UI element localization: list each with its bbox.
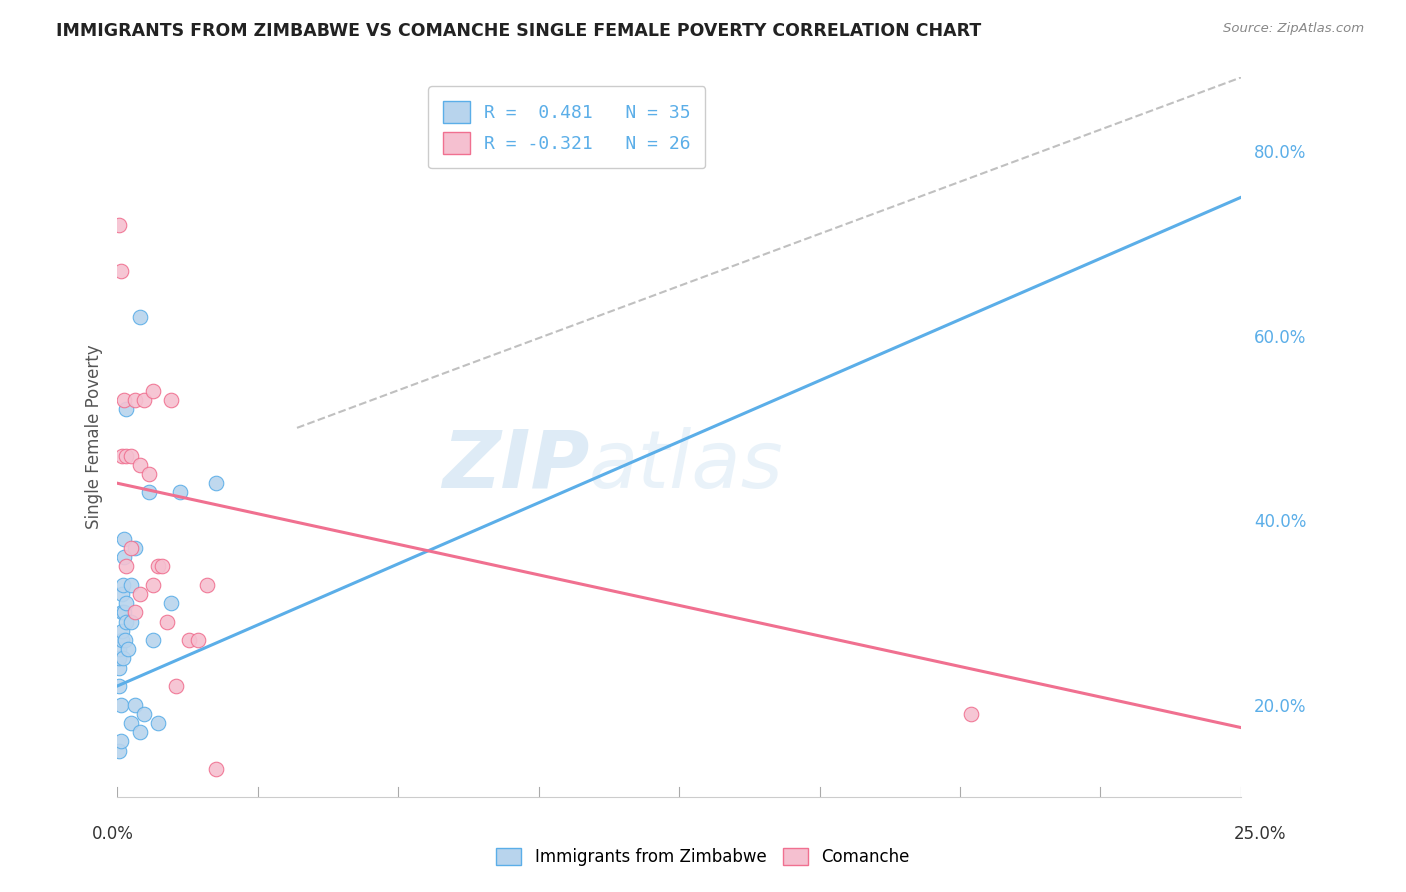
Point <box>115 559 138 574</box>
Point <box>108 651 131 665</box>
Point <box>138 485 160 500</box>
Point <box>146 715 169 730</box>
Point <box>124 698 146 712</box>
Point <box>112 549 135 564</box>
Legend: R =  0.481   N = 35, R = -0.321   N = 26: R = 0.481 N = 35, R = -0.321 N = 26 <box>429 87 706 169</box>
Text: atlas: atlas <box>589 427 785 505</box>
Point <box>110 264 132 278</box>
Point <box>160 596 183 610</box>
Y-axis label: Single Female Poverty: Single Female Poverty <box>86 345 103 529</box>
Point <box>138 467 160 481</box>
Point <box>120 577 142 591</box>
Point <box>960 706 983 721</box>
Point <box>160 393 183 408</box>
Point <box>117 642 139 657</box>
Point <box>142 577 165 591</box>
Point <box>112 605 135 619</box>
Point <box>108 660 131 674</box>
Text: 0.0%: 0.0% <box>91 825 134 843</box>
Point <box>128 725 150 739</box>
Point <box>120 715 142 730</box>
Point <box>156 615 179 629</box>
Point <box>120 541 142 555</box>
Point <box>142 384 165 398</box>
Point <box>112 532 135 546</box>
Point <box>205 476 228 491</box>
Text: IMMIGRANTS FROM ZIMBABWE VS COMANCHE SINGLE FEMALE POVERTY CORRELATION CHART: IMMIGRANTS FROM ZIMBABWE VS COMANCHE SIN… <box>56 22 981 40</box>
Text: 25.0%: 25.0% <box>1234 825 1286 843</box>
Point <box>128 587 150 601</box>
Point <box>111 577 134 591</box>
Point <box>110 734 132 748</box>
Point <box>111 651 134 665</box>
Point <box>179 632 201 647</box>
Point <box>128 458 150 472</box>
Point <box>146 559 169 574</box>
Point <box>111 632 134 647</box>
Point <box>114 632 136 647</box>
Point <box>187 632 209 647</box>
Point <box>111 605 134 619</box>
Point <box>108 218 131 232</box>
Point <box>134 393 156 408</box>
Text: Source: ZipAtlas.com: Source: ZipAtlas.com <box>1223 22 1364 36</box>
Point <box>205 762 228 776</box>
Point <box>124 605 146 619</box>
Point <box>111 587 134 601</box>
Point <box>108 679 131 693</box>
Point <box>108 642 131 657</box>
Point <box>169 485 191 500</box>
Point <box>111 624 134 638</box>
Point <box>124 393 146 408</box>
Point <box>115 449 138 463</box>
Point <box>128 310 150 325</box>
Point <box>115 596 138 610</box>
Point <box>115 615 138 629</box>
Point <box>120 449 142 463</box>
Point <box>115 402 138 417</box>
Point <box>110 698 132 712</box>
Text: ZIP: ZIP <box>441 427 589 505</box>
Point <box>124 541 146 555</box>
Point <box>120 615 142 629</box>
Point <box>134 706 156 721</box>
Legend: Immigrants from Zimbabwe, Comanche: Immigrants from Zimbabwe, Comanche <box>488 840 918 875</box>
Point <box>112 393 135 408</box>
Point <box>142 632 165 647</box>
Point <box>108 743 131 757</box>
Point <box>165 679 187 693</box>
Point <box>195 577 218 591</box>
Point <box>111 449 134 463</box>
Point <box>150 559 173 574</box>
